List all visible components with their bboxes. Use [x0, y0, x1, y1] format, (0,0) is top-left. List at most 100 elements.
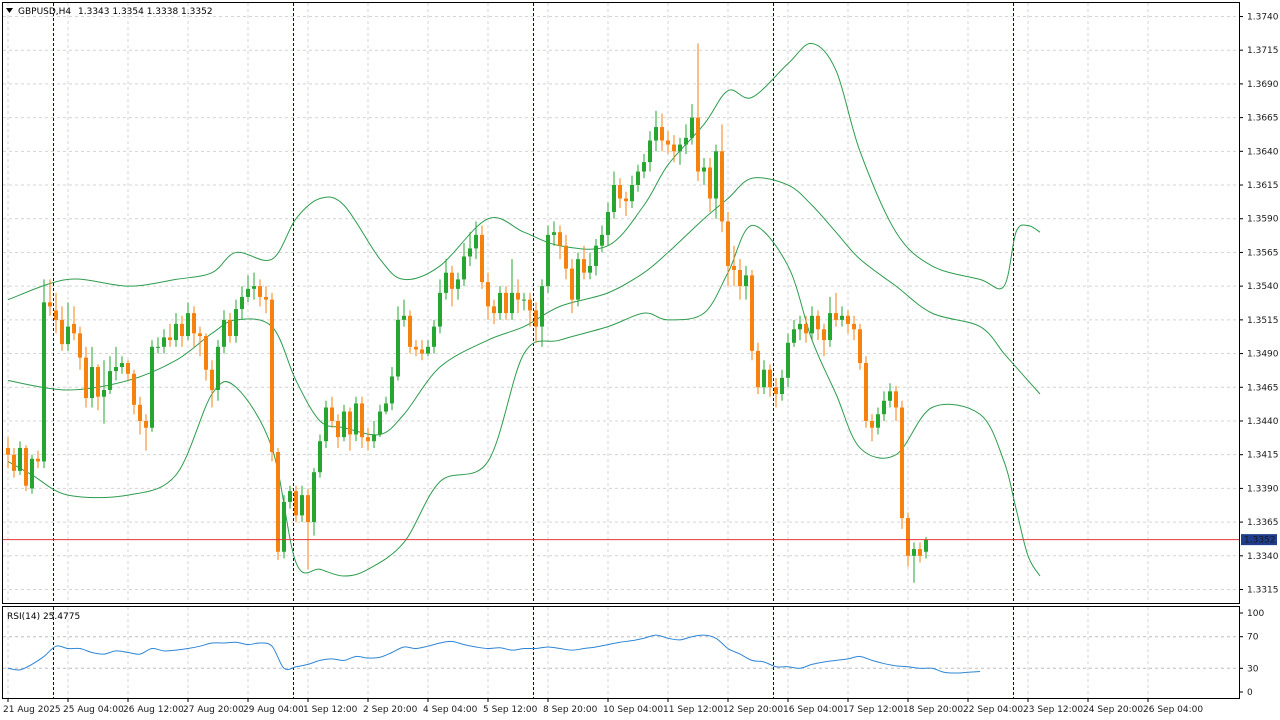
candle-body [924, 539, 928, 552]
candle-body [750, 275, 754, 351]
candle-body [444, 272, 448, 293]
candle-body [858, 329, 862, 363]
candle-body [558, 232, 562, 246]
candle-body [540, 286, 544, 327]
candle-body [834, 313, 838, 320]
candle-body [546, 234, 550, 287]
candle-body [384, 403, 388, 412]
rsi-label: RSI(14) 25.4775 [7, 612, 80, 622]
candle-body [168, 337, 172, 341]
time-tick-label: 4 Sep 04:00 [423, 705, 478, 715]
candle-body [228, 319, 232, 337]
candle-body [66, 326, 70, 345]
candle-body [420, 349, 424, 354]
candle-body [642, 162, 646, 172]
candle-body [204, 336, 208, 370]
candle-body [288, 491, 292, 502]
candle-body [108, 371, 112, 390]
candle-body [756, 350, 760, 388]
candle-body [918, 549, 922, 556]
triangle-down-icon[interactable] [6, 8, 13, 13]
candle-body [726, 221, 730, 266]
candle-body [714, 151, 718, 199]
candle-body [234, 309, 238, 337]
time-tick-label: 2 Sep 20:00 [363, 705, 418, 715]
candle-body [738, 269, 742, 287]
price-tick-label: 1.3465 [1247, 383, 1279, 393]
time-tick-label: 29 Aug 04:00 [243, 705, 304, 715]
candle-body [84, 357, 88, 399]
candle-body [744, 275, 748, 287]
price-tick-label: 1.3365 [1247, 518, 1279, 528]
candle-body [342, 411, 346, 438]
rsi-pane-frame [2, 606, 1240, 699]
price-tick-label: 1.3715 [1247, 46, 1279, 56]
rsi-pane[interactable]: 100 70 30 0 RSI(14) 25.4775 [2, 606, 1265, 699]
candle-body [792, 329, 796, 343]
candle-body [366, 437, 370, 442]
candle-body [354, 403, 358, 435]
price-tick-label: 1.3740 [1247, 12, 1279, 22]
candle-body [210, 369, 214, 390]
candle-body [720, 151, 724, 222]
price-grid [3, 3, 1239, 603]
candle-body [24, 447, 28, 486]
candle-body [414, 346, 418, 350]
candle-body [678, 144, 682, 152]
candle-body [804, 323, 808, 334]
price-tick-label: 1.3315 [1247, 586, 1279, 596]
candle-body [684, 137, 688, 145]
candle-body [522, 299, 526, 301]
candle-body [888, 391, 892, 401]
candle-body [78, 333, 82, 358]
candle-body [594, 245, 598, 266]
candle-body [156, 346, 160, 348]
time-tick-label: 11 Sep 12:00 [663, 705, 723, 715]
candle-body [6, 447, 10, 455]
candle-body [258, 286, 262, 297]
candle-body [816, 315, 820, 330]
candle-body [564, 245, 568, 269]
symbol-label: GBPUSD,H4 [18, 7, 71, 17]
candle-body [768, 369, 772, 388]
price-pane[interactable]: 1.3740 1.3715 1.3690 1.3665 1.3640 1.3615 1.35… [2, 2, 1279, 604]
candle-body [330, 407, 334, 421]
candle-body [186, 313, 190, 337]
price-tick-label: 1.3690 [1247, 80, 1279, 90]
candle-body [492, 306, 496, 314]
candle-body [276, 451, 280, 552]
candle-body [618, 185, 622, 199]
candle-body [114, 367, 118, 372]
candle-body [120, 363, 124, 368]
candle-body [762, 369, 766, 388]
candle-body [894, 391, 898, 408]
candle-body [822, 329, 826, 341]
candle-body [270, 299, 274, 452]
time-tick-label: 25 Aug 04:00 [63, 705, 124, 715]
candle-body [900, 407, 904, 519]
candle-body [180, 323, 184, 337]
time-tick-label: 16 Sep 04:00 [783, 705, 843, 715]
price-tick-label: 1.3390 [1247, 484, 1279, 494]
candle-body [534, 310, 538, 327]
candle-body [246, 288, 250, 297]
time-tick-label: 10 Sep 04:00 [603, 705, 663, 715]
candle-body [60, 319, 64, 345]
candlestick-series [6, 43, 928, 583]
chart-header: GBPUSD,H4 1.3343 1.3354 1.3338 1.3352 [6, 7, 213, 17]
candle-body [666, 140, 670, 145]
price-tick-label: 1.3415 [1247, 451, 1279, 461]
price-tick-label: 1.3640 [1247, 147, 1279, 157]
candle-body [324, 407, 328, 442]
candle-body [606, 211, 610, 235]
rsi-tick-label: 100 [1247, 609, 1264, 619]
candle-body [54, 310, 58, 320]
candle-body [672, 144, 676, 152]
candle-body [468, 248, 472, 257]
candle-body [144, 420, 148, 428]
candle-body [126, 363, 130, 374]
rsi-session-separators [53, 607, 1014, 698]
candle-body [282, 501, 286, 552]
candle-body [624, 198, 628, 202]
